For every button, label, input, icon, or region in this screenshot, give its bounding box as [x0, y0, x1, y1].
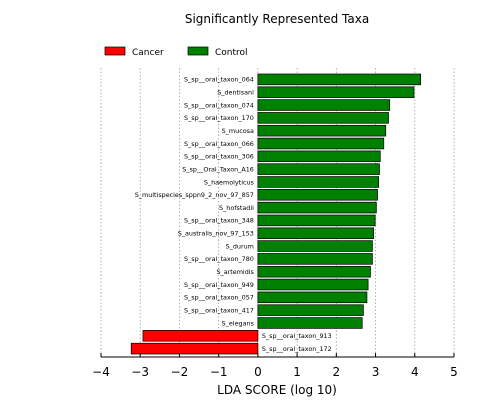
taxon-label: S_mucosa — [222, 127, 254, 135]
bar-control — [257, 124, 387, 137]
bar-cancer — [130, 342, 259, 355]
legend-swatch-cancer — [104, 46, 126, 56]
taxon-label: S_sp__oral_taxon_913 — [262, 332, 332, 340]
legend-label-cancer: Cancer — [132, 48, 164, 58]
taxon-label: S_sp__oral_taxon_074 — [184, 101, 254, 109]
x-tick-label: −2 — [171, 365, 189, 379]
bar-control — [257, 227, 374, 239]
bar-control — [257, 189, 378, 201]
taxon-label: S_elegans — [222, 319, 255, 327]
taxon-label: S_sp__oral_taxon_057 — [184, 294, 254, 302]
taxon-label: S_australis_nov_97_153 — [178, 230, 254, 238]
taxon-label: S_sp__oral_taxon_348 — [184, 217, 254, 225]
x-axis-ticks: −4 −3 −2 −1 0 1 2 3 4 5 — [92, 353, 458, 379]
taxon-label: S_artemidis — [216, 268, 254, 276]
legend-label-control: Control — [215, 48, 248, 58]
taxon-label: S_sp__oral_taxon_170 — [184, 114, 254, 122]
taxon-label: S_sp__oral_taxon_172 — [262, 345, 332, 353]
bar-control — [257, 278, 369, 291]
x-tick-label: 4 — [411, 365, 419, 379]
legend: Cancer Control — [104, 46, 248, 58]
x-tick-label: 3 — [372, 365, 380, 379]
taxon-label: S_multispecies_sppn9_2_nov_97_857 — [135, 191, 254, 199]
x-tick-label: 1 — [293, 365, 301, 379]
taxon-labels: S_sp__oral_taxon_064 S_dentisani S_sp__ora… — [135, 76, 332, 353]
bar-control — [257, 214, 376, 227]
x-tick-label: −3 — [131, 365, 149, 379]
taxon-label: S_sp__oral_taxon_064 — [184, 76, 254, 84]
bar-control — [257, 304, 364, 316]
bar-control — [257, 112, 389, 124]
bar-control — [257, 176, 380, 188]
bar-control — [257, 317, 363, 329]
bar-control — [257, 99, 391, 111]
bar-control — [257, 240, 373, 252]
x-tick-label: 5 — [450, 365, 458, 379]
x-tick-label: −4 — [92, 365, 110, 379]
legend-swatch-control — [187, 46, 209, 56]
bar-control — [257, 291, 368, 304]
taxon-label: S_durum — [226, 242, 254, 250]
bar-cancer — [142, 330, 259, 342]
bar-control — [257, 86, 415, 98]
bar-control — [257, 265, 371, 278]
taxon-label: S_haemolyticus — [204, 178, 255, 186]
taxon-label: S_hofstadii — [219, 204, 254, 212]
taxon-label: S_sp__oral_taxon_306 — [184, 153, 254, 161]
chart-title: Significantly Represented Taxa — [185, 12, 369, 26]
bar-control — [257, 73, 422, 86]
x-axis-label: LDA SCORE (log 10) — [217, 383, 337, 397]
taxon-label: S_dentisani — [217, 89, 254, 97]
taxon-label: S_sp__oral_taxon_780 — [184, 255, 254, 263]
x-tick-label: 0 — [254, 365, 262, 379]
bars — [130, 73, 422, 355]
taxon-label: S_sp__oral_taxon_949 — [184, 281, 254, 289]
taxon-label: S_sp__Oral_Taxon_A16 — [182, 165, 254, 173]
taxon-label: S_sp__oral_taxon_417 — [184, 306, 254, 314]
bar-control — [257, 150, 381, 163]
bar-control — [257, 137, 385, 150]
x-tick-label: −1 — [210, 365, 228, 379]
bar-control — [257, 201, 377, 214]
taxon-label: S_sp__oral_taxon_066 — [184, 140, 254, 148]
bar-control — [257, 253, 373, 265]
bar-control — [257, 163, 380, 175]
x-tick-label: 2 — [333, 365, 341, 379]
